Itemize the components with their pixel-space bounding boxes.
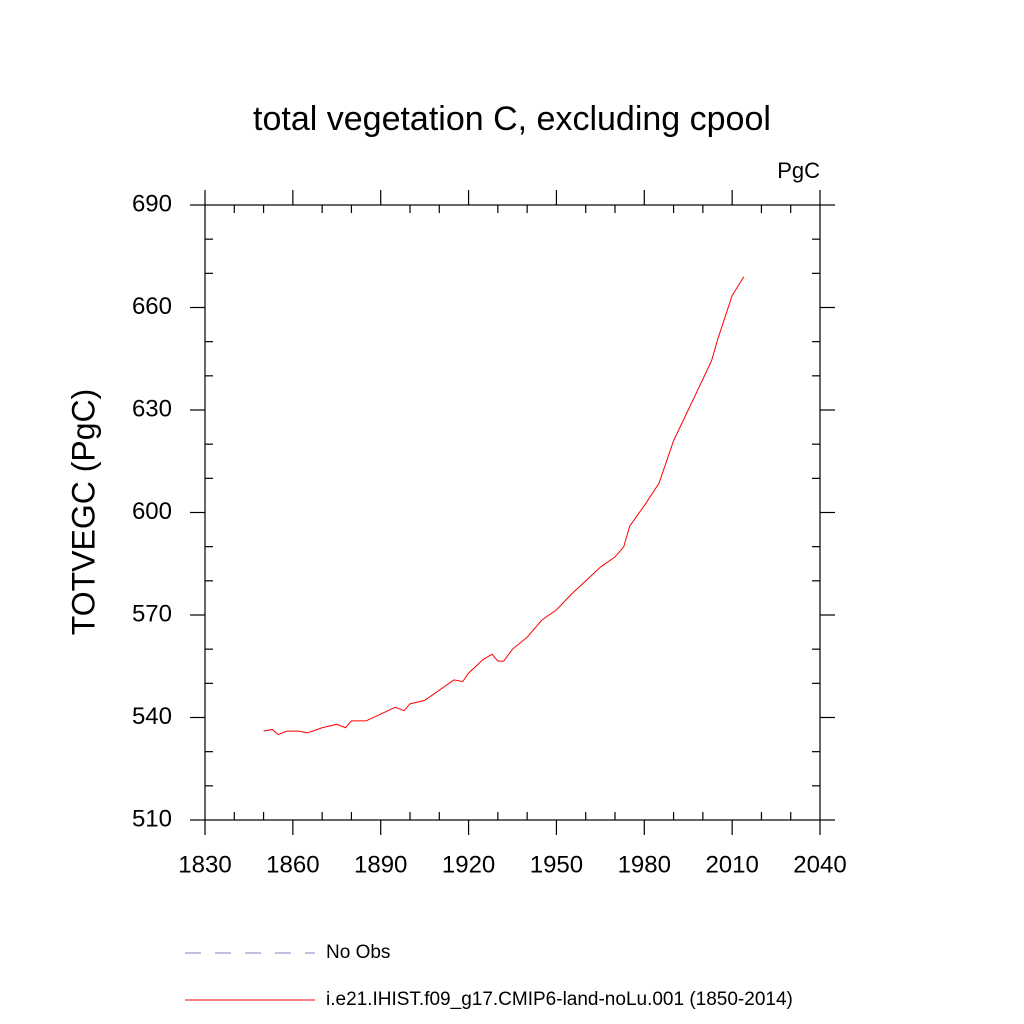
x-tick-label: 1830 (178, 851, 231, 878)
x-tick-label: 1890 (354, 851, 407, 878)
units-label: PgC (777, 158, 820, 183)
y-tick-label: 660 (132, 293, 172, 320)
data-line (263, 276, 745, 736)
chart-title: total vegetation C, excluding cpool (253, 100, 771, 138)
x-tick-label: 1920 (442, 851, 495, 878)
y-tick-label: 630 (132, 395, 172, 422)
y-tick-label: 510 (132, 805, 172, 832)
y-tick-label: 540 (132, 703, 172, 730)
x-tick-label: 2010 (705, 851, 758, 878)
legend-label: No Obs (326, 942, 390, 963)
x-tick-label: 2040 (793, 851, 846, 878)
x-tick-label: 1860 (266, 851, 319, 878)
plot-frame (204, 204, 821, 821)
y-tick-label: 600 (132, 498, 172, 525)
y-tick-label: 570 (132, 600, 172, 627)
x-tick-label: 1950 (530, 851, 583, 878)
legend-label: i.e21.IHIST.f09_g17.CMIP6-land-noLu.001 … (326, 989, 793, 1010)
y-tick-label: 690 (132, 190, 172, 217)
x-tick-label: 1980 (618, 851, 671, 878)
y-axis-label: TOTVEGC (PgC) (65, 389, 101, 636)
